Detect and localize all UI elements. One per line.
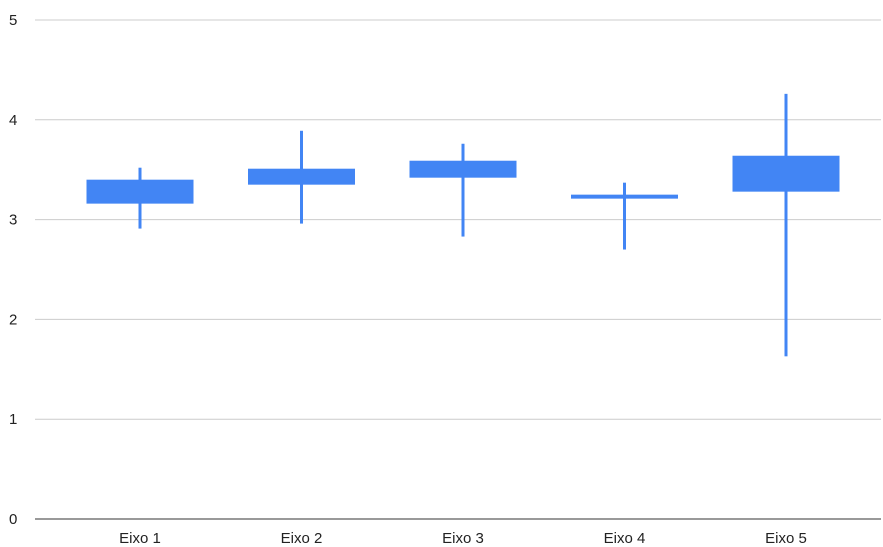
x-tick-label: Eixo 1 <box>119 530 161 547</box>
candle-wick <box>623 182 626 250</box>
grid-layer <box>35 19 881 520</box>
candles-layer <box>86 93 840 357</box>
y-tick-label: 2 <box>9 311 17 328</box>
y-tick-label: 3 <box>9 212 17 229</box>
x-tick-label: Eixo 5 <box>765 530 807 547</box>
x-tick-label: Eixo 3 <box>442 530 484 547</box>
x-tick-label: Eixo 2 <box>281 530 323 547</box>
candle-5 <box>732 93 840 357</box>
candle-2 <box>248 130 355 224</box>
candle-body <box>86 179 194 204</box>
candle-body <box>571 194 678 199</box>
axis-layer: 0 1 2 3 4 5 Eixo 1 Eixo 2 Eixo 3 Eixo 4 Eixo 5 <box>9 12 807 547</box>
candle-body <box>732 155 840 192</box>
y-tick-label: 4 <box>9 112 17 129</box>
y-tick-label: 5 <box>9 12 17 29</box>
candle-3 <box>409 143 517 237</box>
x-tick-label: Eixo 4 <box>604 530 646 547</box>
candle-4 <box>571 182 678 250</box>
candle-body <box>248 168 355 185</box>
candle-1 <box>86 167 194 229</box>
candle-body <box>409 160 517 178</box>
candle-wick <box>461 143 465 237</box>
candle-wick <box>784 93 788 357</box>
y-tick-label: 0 <box>9 511 17 528</box>
y-tick-label: 1 <box>9 411 17 428</box>
